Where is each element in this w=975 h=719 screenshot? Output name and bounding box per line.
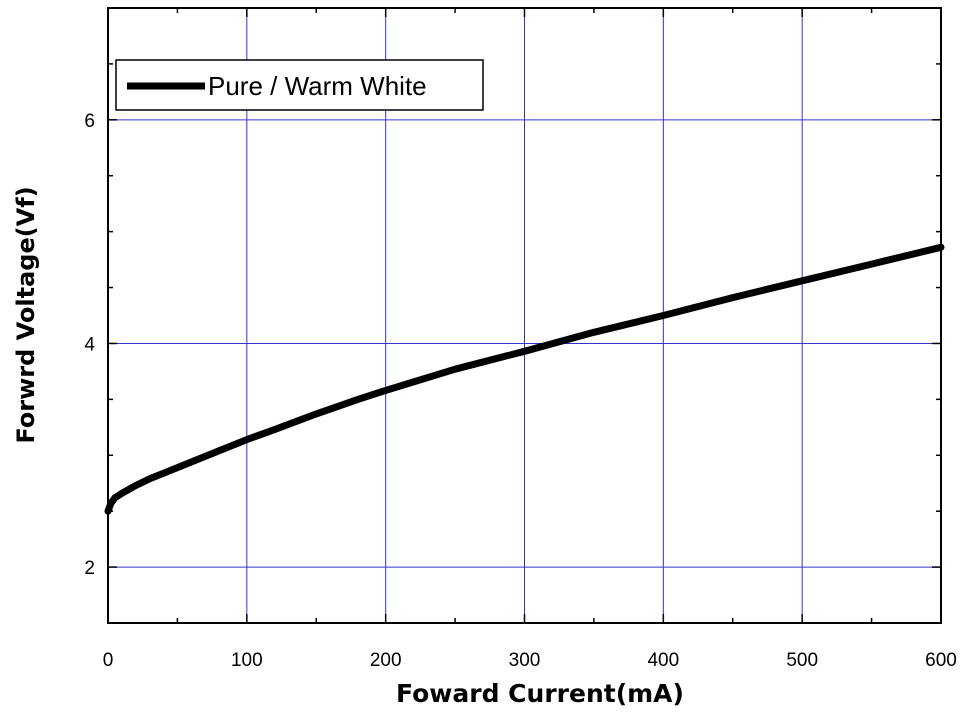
series-layer xyxy=(104,243,945,515)
y-tick-label: 2 xyxy=(84,558,95,579)
series-line xyxy=(104,243,945,515)
legend-label: Pure / Warm White xyxy=(208,71,427,101)
x-tick-label: 300 xyxy=(509,650,541,671)
x-tick-label: 500 xyxy=(786,650,818,671)
x-tick-label: 200 xyxy=(370,650,402,671)
y-axis-title: Forwrd Voltage(Vf) xyxy=(12,186,40,443)
axis-ticks: 0 100 200 300 400 500 600 2 4 6 xyxy=(84,7,957,671)
y-tick-label: 6 xyxy=(84,111,95,132)
x-tick-label: 400 xyxy=(647,650,679,671)
x-axis-title: Foward Current(mA) xyxy=(396,679,684,708)
x-tick-label: 600 xyxy=(925,650,957,671)
x-tick-label: 0 xyxy=(103,650,114,671)
x-tick-label: 100 xyxy=(231,650,263,671)
y-tick-label: 4 xyxy=(84,334,95,355)
legend: Pure / Warm White xyxy=(115,59,484,111)
